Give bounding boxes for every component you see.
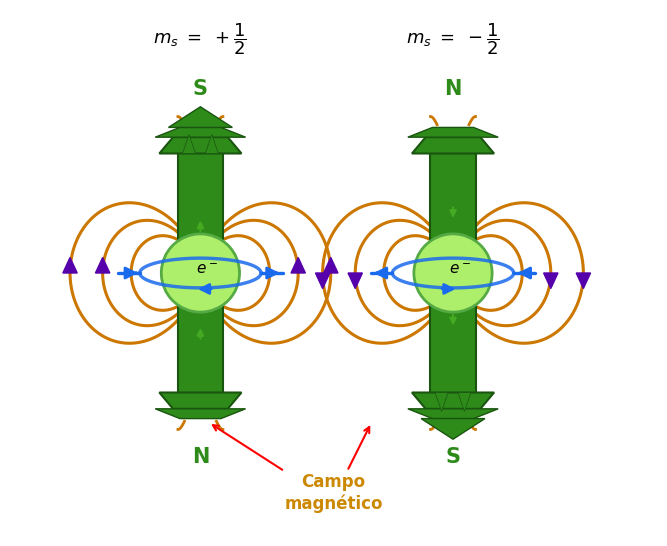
Polygon shape <box>155 127 245 137</box>
Polygon shape <box>95 258 110 273</box>
Polygon shape <box>412 393 494 409</box>
Polygon shape <box>159 137 241 153</box>
Text: N: N <box>191 447 209 467</box>
Polygon shape <box>408 409 498 419</box>
Text: Campo
magnético: Campo magnético <box>284 473 383 513</box>
Polygon shape <box>435 393 448 412</box>
Text: S: S <box>446 447 460 467</box>
Polygon shape <box>205 134 218 153</box>
Polygon shape <box>412 137 494 153</box>
Polygon shape <box>421 419 485 439</box>
Circle shape <box>161 234 239 312</box>
Polygon shape <box>348 273 362 288</box>
Polygon shape <box>159 393 241 409</box>
Polygon shape <box>458 393 471 412</box>
Text: S: S <box>193 79 208 99</box>
Polygon shape <box>169 107 232 127</box>
Polygon shape <box>291 258 305 273</box>
Text: $e^-$: $e^-$ <box>449 262 471 277</box>
Circle shape <box>414 234 492 312</box>
Text: N: N <box>444 79 462 99</box>
Polygon shape <box>315 273 329 288</box>
Text: $e^-$: $e^-$ <box>197 262 218 277</box>
Polygon shape <box>323 258 338 273</box>
Polygon shape <box>576 273 590 288</box>
Bar <box>177 153 223 393</box>
Polygon shape <box>183 134 195 153</box>
Polygon shape <box>408 127 498 137</box>
Polygon shape <box>544 273 558 288</box>
Polygon shape <box>155 409 245 419</box>
Bar <box>430 153 476 393</box>
Text: $m_s\ =\ -\dfrac{1}{2}$: $m_s\ =\ -\dfrac{1}{2}$ <box>406 22 500 57</box>
Text: $m_s\ =\ +\dfrac{1}{2}$: $m_s\ =\ +\dfrac{1}{2}$ <box>153 22 247 57</box>
Polygon shape <box>63 258 77 273</box>
